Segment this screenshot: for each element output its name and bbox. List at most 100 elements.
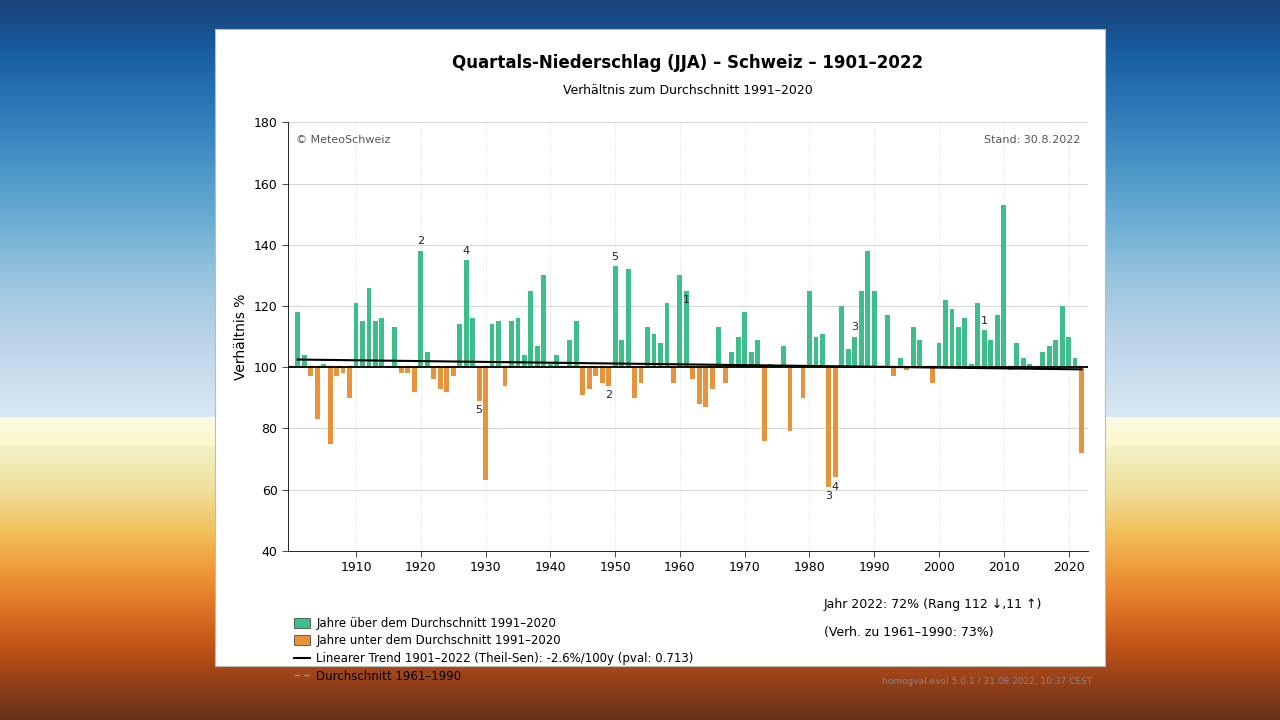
Bar	[1001, 205, 1006, 367]
Bar	[360, 321, 365, 367]
Bar	[833, 367, 838, 477]
Bar	[476, 367, 481, 401]
Bar	[762, 367, 767, 441]
Bar	[586, 367, 591, 389]
Bar	[334, 367, 339, 377]
Bar	[800, 367, 805, 398]
Bar	[897, 358, 902, 367]
Bar	[503, 367, 507, 386]
Bar	[406, 367, 411, 374]
Text: © MeteoSchweiz: © MeteoSchweiz	[296, 135, 390, 145]
Bar	[302, 355, 307, 367]
Bar	[620, 340, 625, 367]
Bar	[548, 364, 553, 367]
Bar	[308, 367, 314, 377]
Bar	[451, 367, 456, 377]
Bar	[995, 315, 1000, 367]
Bar	[483, 367, 488, 480]
Bar	[684, 291, 689, 367]
Bar	[1073, 358, 1078, 367]
Bar	[884, 315, 890, 367]
Bar	[1014, 343, 1019, 367]
Text: 2: 2	[605, 390, 612, 400]
Bar	[937, 343, 942, 367]
Bar	[658, 343, 663, 367]
Bar	[463, 260, 468, 367]
Bar	[470, 318, 475, 367]
Bar	[730, 352, 735, 367]
Text: 4: 4	[832, 482, 838, 492]
Bar	[918, 340, 922, 367]
Bar	[982, 330, 987, 367]
Bar	[541, 276, 547, 367]
Bar	[806, 291, 812, 367]
Bar	[522, 355, 527, 367]
Bar	[607, 367, 611, 386]
Bar	[891, 367, 896, 377]
Bar	[1053, 340, 1059, 367]
Bar	[988, 340, 993, 367]
Bar	[710, 367, 714, 389]
Text: Jahr 2022: 72% (Rang 112 ↓,11 ↑): Jahr 2022: 72% (Rang 112 ↓,11 ↑)	[824, 598, 1042, 611]
Bar	[690, 367, 695, 379]
Text: (Verh. zu 1961–1990: 73%): (Verh. zu 1961–1990: 73%)	[824, 626, 993, 639]
Text: 3: 3	[826, 491, 832, 501]
Bar	[852, 337, 858, 367]
Bar	[340, 367, 346, 374]
Bar	[1020, 358, 1025, 367]
Bar	[444, 367, 449, 392]
Bar	[1047, 346, 1052, 367]
Bar	[353, 303, 358, 367]
Bar	[457, 324, 462, 367]
Bar	[1060, 306, 1065, 367]
Text: homogval.evol 5.0.1 / 31.08.2022, 10:37 CEST: homogval.evol 5.0.1 / 31.08.2022, 10:37 …	[882, 677, 1092, 685]
Bar	[535, 346, 540, 367]
Bar	[366, 288, 371, 367]
Bar	[820, 333, 824, 367]
Bar	[846, 349, 851, 367]
Bar	[956, 328, 961, 367]
Bar	[490, 324, 494, 367]
Bar	[755, 340, 760, 367]
Bar	[696, 367, 701, 404]
Bar	[742, 312, 748, 367]
Bar	[943, 300, 948, 367]
Bar	[399, 367, 403, 374]
Text: 1: 1	[980, 316, 988, 326]
Bar	[296, 312, 300, 367]
Bar	[580, 367, 585, 395]
Bar	[787, 367, 792, 431]
Bar	[749, 352, 754, 367]
Bar	[904, 367, 909, 370]
Bar	[573, 321, 579, 367]
Bar	[497, 321, 500, 367]
Bar	[328, 367, 333, 444]
Bar	[975, 303, 980, 367]
Text: 3: 3	[851, 322, 859, 332]
Bar	[438, 367, 443, 389]
Bar	[393, 328, 397, 367]
Bar	[626, 269, 631, 367]
Bar	[1007, 367, 1012, 370]
Bar	[645, 328, 650, 367]
Bar	[865, 251, 870, 367]
Bar	[529, 291, 534, 367]
Bar	[1028, 364, 1032, 367]
Bar	[412, 367, 417, 392]
Bar	[379, 318, 384, 367]
Bar	[315, 367, 320, 419]
Text: 4: 4	[462, 246, 470, 256]
Bar	[372, 321, 378, 367]
Bar	[671, 367, 676, 382]
Bar	[969, 364, 974, 367]
Bar	[950, 309, 955, 367]
Bar	[321, 364, 326, 367]
Bar	[567, 340, 572, 367]
Bar	[910, 328, 915, 367]
Bar	[516, 318, 521, 367]
Y-axis label: Verhältnis %: Verhältnis %	[234, 294, 248, 379]
Bar	[639, 367, 644, 382]
Text: Stand: 30.8.2022: Stand: 30.8.2022	[983, 135, 1080, 145]
Bar	[781, 346, 786, 367]
Bar	[1066, 337, 1071, 367]
